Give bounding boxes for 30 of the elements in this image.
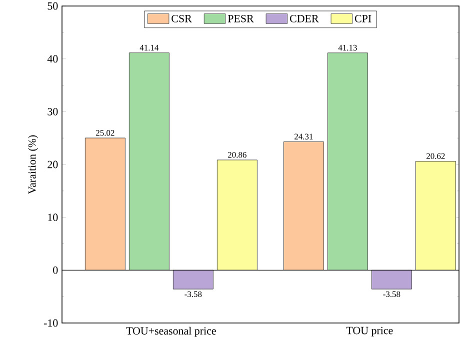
bar bbox=[371, 270, 412, 290]
data-label: 41.14 bbox=[140, 44, 159, 51]
y-tick-label: 40 bbox=[47, 55, 58, 63]
x-tick-label: TOU+seasonal price bbox=[126, 326, 216, 337]
y-tick-label: 0 bbox=[53, 266, 58, 274]
bar bbox=[283, 141, 324, 270]
bar bbox=[216, 160, 258, 270]
data-label: 25.02 bbox=[96, 130, 114, 136]
bar bbox=[327, 52, 368, 270]
bar bbox=[84, 138, 126, 270]
data-label: -3.58 bbox=[383, 291, 400, 298]
bar bbox=[128, 52, 170, 270]
legend-label: CDER bbox=[290, 14, 319, 22]
legend-label: CPI bbox=[354, 14, 372, 22]
data-label: 24.31 bbox=[294, 134, 313, 140]
x-tick-label: TOU price bbox=[346, 326, 393, 336]
y-tick-label: 10 bbox=[48, 214, 58, 222]
legend-label: CSR bbox=[172, 14, 192, 22]
y-tick-label: -10 bbox=[44, 319, 58, 327]
data-label: 41.13 bbox=[338, 44, 357, 51]
y-tick-label: 50 bbox=[48, 2, 58, 10]
bar bbox=[415, 160, 456, 270]
legend-label: PESR bbox=[228, 14, 254, 22]
y-tick-label: 20 bbox=[48, 160, 58, 168]
y-tick-label: 30 bbox=[48, 108, 58, 116]
bar bbox=[172, 270, 214, 290]
data-label: -3.58 bbox=[184, 291, 202, 298]
data-label: 20.86 bbox=[228, 152, 246, 158]
data-label: 20.62 bbox=[426, 153, 445, 159]
y-axis-title: Varaition (%) bbox=[28, 135, 38, 194]
